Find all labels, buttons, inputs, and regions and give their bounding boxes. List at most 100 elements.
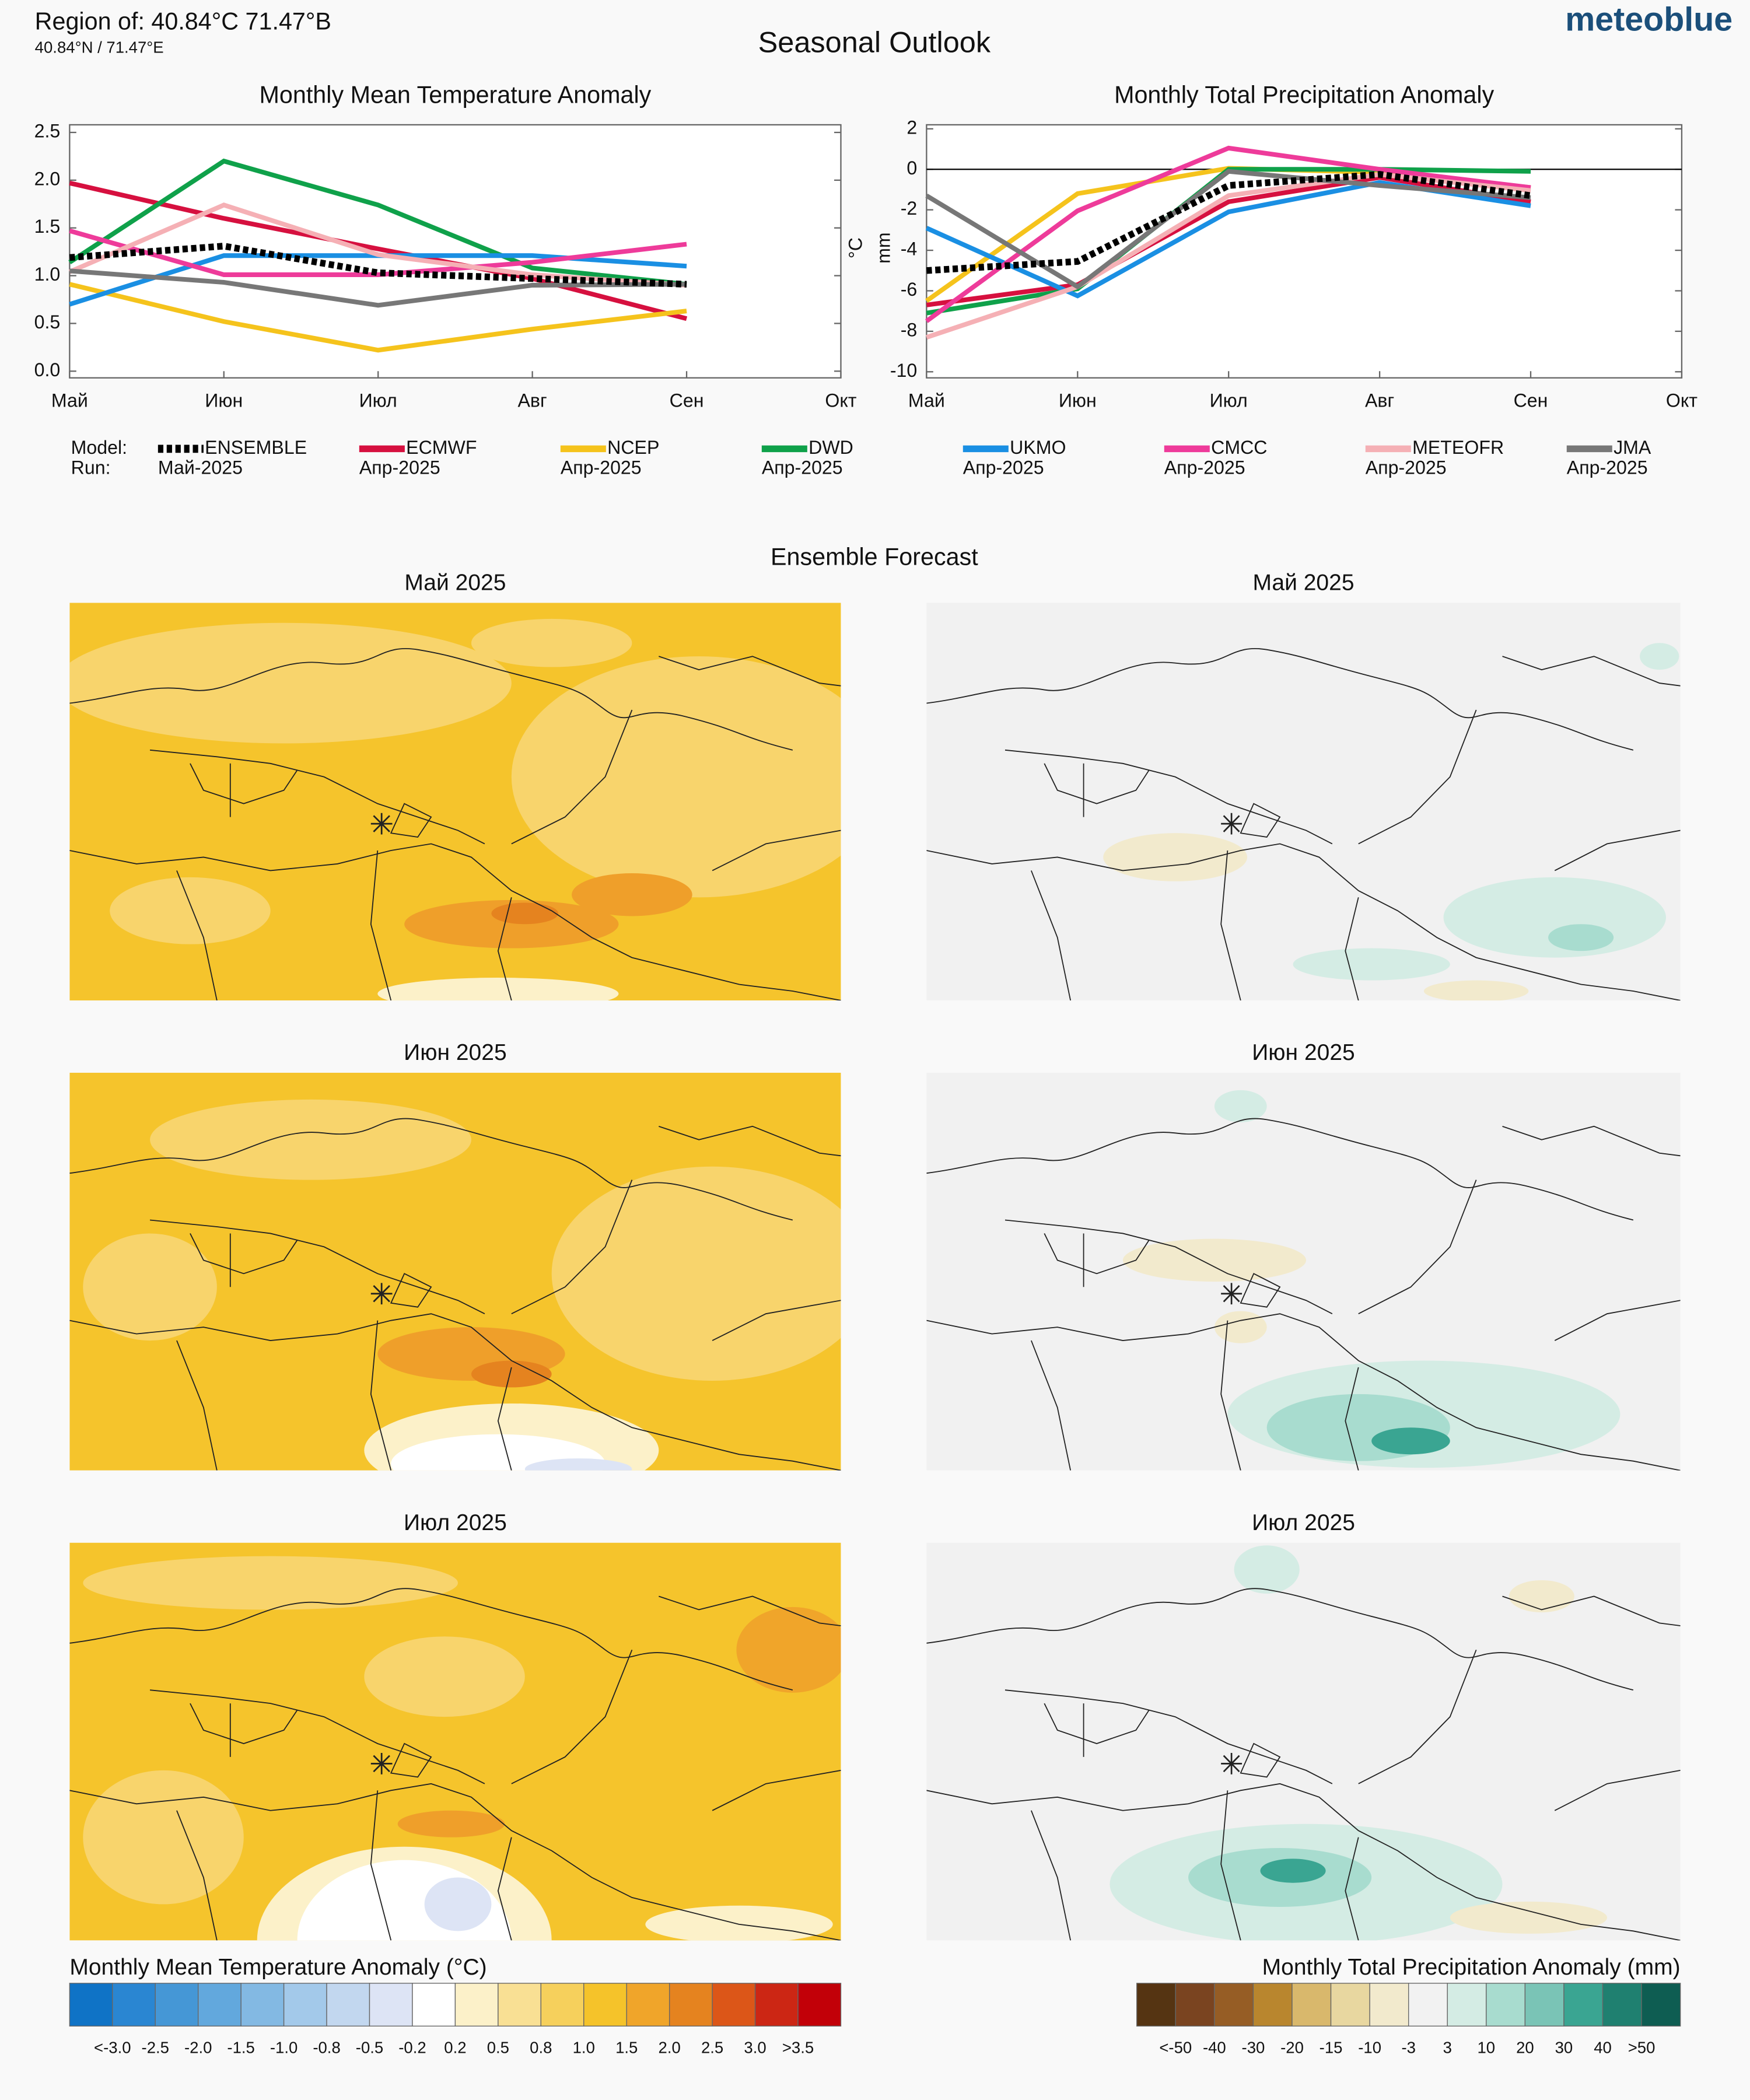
colorbar-label: 3 xyxy=(1443,2039,1452,2057)
y-axis-label: mm xyxy=(873,232,894,264)
colorbar-swatch xyxy=(1447,1983,1487,2027)
legend-name: ECMWF xyxy=(406,437,477,458)
y-tick-label: 2.0 xyxy=(34,168,61,189)
map-title: Июн 2025 xyxy=(404,1040,507,1065)
colorbar-swatch xyxy=(412,1983,456,2027)
colorbar-label: -15 xyxy=(1320,2039,1343,2057)
map-panel xyxy=(926,603,1681,1001)
colorbar-label: 1.5 xyxy=(615,2039,638,2057)
anomaly-area xyxy=(377,978,619,1001)
colorbar-label: -0.8 xyxy=(313,2039,340,2057)
y-tick-label: 0.0 xyxy=(34,359,61,380)
series-line: ECMWF xyxy=(926,175,1531,307)
colorbar-label: -1.5 xyxy=(227,2039,254,2057)
map-panel xyxy=(69,603,841,1001)
colorbar-label: >50 xyxy=(1628,2039,1656,2057)
anomaly-area xyxy=(491,902,559,925)
colorbar-label: >3.5 xyxy=(782,2039,814,2057)
map-title: Июл 2025 xyxy=(404,1510,507,1535)
colorbar-swatch xyxy=(1486,1983,1526,2027)
anomaly-area xyxy=(1640,643,1679,670)
legend-model-label: Model: xyxy=(71,437,127,458)
colorbar-swatch xyxy=(1175,1983,1215,2027)
colorbar-swatch xyxy=(1641,1983,1681,2027)
colorbar-label: 0.2 xyxy=(444,2039,466,2057)
colorbar-swatch xyxy=(498,1983,542,2027)
anomaly-area xyxy=(69,622,512,744)
colorbar-swatch xyxy=(540,1983,584,2027)
series-line: ENSEMBLE xyxy=(69,243,687,288)
colorbar-label: 0.5 xyxy=(487,2039,509,2057)
colorbar-swatch xyxy=(1214,1983,1254,2027)
colorbar-label: 10 xyxy=(1478,2039,1496,2057)
legend-name: UKMO xyxy=(1010,437,1066,458)
colorbar-swatch xyxy=(1524,1983,1564,2027)
page-title: Seasonal Outlook xyxy=(758,26,991,59)
colorbar-swatch xyxy=(583,1983,627,2027)
x-tick-label: Окт xyxy=(825,390,856,411)
series-line: JMA xyxy=(69,268,687,308)
colorbar-swatch xyxy=(668,1983,713,2027)
colorbar-label: -3 xyxy=(1401,2039,1415,2057)
anomaly-area xyxy=(83,1556,459,1610)
anomaly-area xyxy=(471,1360,552,1388)
x-tick-label: Авг xyxy=(1365,390,1394,411)
colorbar-label: -40 xyxy=(1203,2039,1226,2057)
y-tick-label: -10 xyxy=(890,360,917,381)
colorbar-label: -0.2 xyxy=(398,2039,426,2057)
colorbar-swatch xyxy=(754,1983,799,2027)
colorbar-label: -0.5 xyxy=(356,2039,383,2057)
anomaly-area xyxy=(551,1166,841,1381)
anomaly-area xyxy=(1371,1427,1450,1455)
anomaly-area xyxy=(83,1233,217,1341)
series-line: ECMWF xyxy=(69,180,688,321)
colorbar-label: -1.0 xyxy=(270,2039,298,2057)
anomaly-area xyxy=(1260,1859,1326,1883)
brand-logo[interactable]: meteoblue xyxy=(1565,1,1732,38)
colorbar-swatch xyxy=(240,1983,285,2027)
region-label: Region of: 40.84°C 71.47°B xyxy=(35,8,331,34)
anomaly-area xyxy=(524,1458,632,1471)
map-panel xyxy=(69,1073,841,1471)
anomaly-area xyxy=(1214,1090,1267,1122)
series-line: JMA xyxy=(925,169,1531,290)
colorbar-swatch xyxy=(1369,1983,1409,2027)
x-tick-label: Май xyxy=(908,390,945,411)
y-tick-label: -6 xyxy=(901,279,918,300)
map-title: Июл 2025 xyxy=(1252,1510,1355,1535)
map-title: Май 2025 xyxy=(1252,570,1354,596)
legend-run: Апр-2025 xyxy=(762,457,843,478)
colorbar-swatch xyxy=(454,1983,499,2027)
anomaly-area xyxy=(1423,980,1529,1001)
colorbar-title: Monthly Total Precipitation Anomaly (mm) xyxy=(1262,1955,1681,1980)
anomaly-area xyxy=(1508,1580,1574,1613)
legend-run: Апр-2025 xyxy=(963,457,1044,478)
anomaly-area xyxy=(511,656,841,898)
ensemble-title: Ensemble Forecast xyxy=(771,544,978,570)
legend-run: Апр-2025 xyxy=(1164,457,1245,478)
y-tick-label: -8 xyxy=(901,319,918,340)
legend-name: NCEP xyxy=(607,437,659,458)
colorbar-label: <-50 xyxy=(1159,2039,1192,2057)
colorbar-swatch xyxy=(283,1983,327,2027)
colorbar-label: -10 xyxy=(1358,2039,1381,2057)
anomaly-area xyxy=(364,1636,525,1717)
colorbar-swatch xyxy=(326,1983,370,2027)
colorbar-label: 0.8 xyxy=(530,2039,552,2057)
anomaly-area xyxy=(1293,948,1450,981)
colorbar-label: 2.5 xyxy=(701,2039,723,2057)
y-tick-label: 1.0 xyxy=(34,264,61,285)
colorbar-swatch xyxy=(1330,1983,1370,2027)
anomaly-area xyxy=(1234,1545,1300,1594)
anomaly-area xyxy=(150,1099,471,1180)
colorbar-label: -2.5 xyxy=(142,2039,169,2057)
x-tick-label: Май xyxy=(51,390,88,411)
y-axis-label: °C xyxy=(845,237,866,258)
colorbar-label: 40 xyxy=(1594,2039,1612,2057)
anomaly-area xyxy=(645,1905,833,1941)
colorbar-label: 1.0 xyxy=(573,2039,595,2057)
colorbar-label: 20 xyxy=(1516,2039,1534,2057)
anomaly-area xyxy=(404,900,619,949)
anomaly-area xyxy=(572,873,692,916)
